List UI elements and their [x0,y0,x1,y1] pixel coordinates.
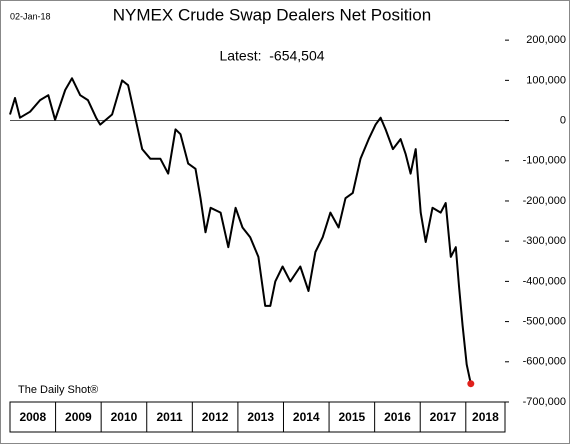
x-tick-label: 2010 [111,410,138,424]
x-tick-label: 2012 [202,410,229,424]
series-line [9,77,472,384]
date-label: 02-Jan-18 [10,11,51,21]
x-tick-label: 2014 [293,410,320,424]
y-tick-label: -500,000 [523,315,566,327]
y-tick-label: 0 [560,114,566,126]
y-tick-label: -400,000 [523,275,566,287]
annotation: Latest: -654,504 [219,48,324,64]
y-tick-label: -700,000 [523,396,566,408]
y-tick-label: 100,000 [526,74,566,86]
y-tick-label: -300,000 [523,235,566,247]
y-tick-label: 200,000 [526,34,566,46]
source: The Daily Shot® [18,384,98,396]
x-tick-label: 2008 [19,410,46,424]
latest-marker [467,380,475,388]
x-tick-label: 2018 [472,410,499,424]
x-tick-label: 2017 [430,410,457,424]
x-tick-label: 2011 [157,410,183,424]
y-tick-label: -200,000 [523,195,566,207]
x-tick-label: 2015 [338,410,365,424]
y-tick-label: -600,000 [523,356,566,368]
x-tick-label: 2009 [65,410,92,424]
x-tick-label: 2013 [247,410,274,424]
y-tick-label: -100,000 [523,155,566,167]
chart-title: NYMEX Crude Swap Dealers Net Position [113,5,431,24]
x-tick-label: 2016 [384,410,411,424]
